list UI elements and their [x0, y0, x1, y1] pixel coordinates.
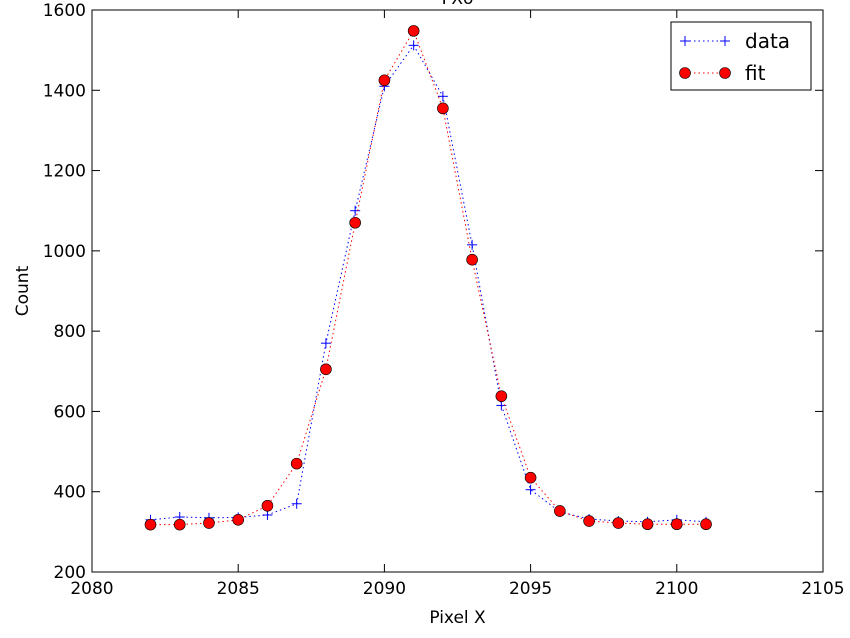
data-point-fit: [495, 390, 508, 402]
data-point-fit: [583, 515, 595, 527]
x-tick-label: 2090: [363, 579, 406, 599]
legend-marker: [679, 67, 691, 79]
plot-frame: [91, 9, 824, 573]
data-point-fit: [524, 471, 537, 484]
y-tick-label: 800: [54, 322, 86, 342]
legend-box: [670, 21, 812, 91]
data-point-fit: [203, 517, 215, 529]
series-line-fit: [150, 29, 706, 526]
chart-title: FXo: [442, 0, 474, 9]
data-point-fit: [349, 216, 361, 229]
series-line-data: [150, 44, 707, 523]
x-axis-label: Pixel X: [429, 608, 486, 628]
data-point-fit: [554, 505, 566, 517]
data-point-fit: [144, 518, 157, 531]
data-point-data: [467, 239, 478, 250]
x-tick-label: 2100: [655, 579, 698, 599]
legend-label: fit: [745, 61, 766, 85]
data-point-data: [350, 205, 361, 216]
data-point-data: [525, 484, 536, 495]
data-point-data: [291, 498, 302, 509]
data-point-fit: [437, 102, 449, 115]
data-point-data: [262, 509, 273, 520]
x-tick-label: 2095: [509, 579, 552, 599]
data-point-fit: [407, 25, 420, 37]
axes: 2080 2085 2090 2095 2100 2105 200 400 600 800 1000…: [43, 1, 845, 599]
y-axis-label: Count: [13, 265, 33, 316]
y-tick-label: 200: [54, 563, 86, 583]
data-point-data: [320, 338, 331, 349]
y-tick-label: 600: [54, 402, 86, 422]
plot-area: [144, 25, 712, 531]
data-point-fit: [466, 253, 478, 266]
data-point-fit: [378, 74, 391, 87]
data-point-fit: [290, 457, 303, 470]
legend-item-data: data: [680, 29, 790, 53]
x-tick-label: 2085: [217, 579, 260, 599]
y-tick-label: 1000: [43, 242, 86, 262]
data-point-fit: [232, 514, 244, 526]
legend-item-fit: fit: [679, 61, 766, 85]
x-tick-label: 2105: [801, 579, 844, 599]
legend-marker: [719, 67, 731, 79]
data-point-data: [437, 91, 448, 102]
chart-text: FXo Pixel X Count: [13, 0, 486, 628]
y-tick-label: 1600: [43, 1, 86, 21]
data-point-fit: [670, 518, 683, 531]
data-point-data: [408, 40, 419, 51]
data-point-fit: [261, 499, 274, 512]
y-tick-label: 1200: [43, 162, 86, 182]
data-point-fit: [173, 518, 186, 531]
legend-label: data: [745, 29, 790, 53]
data-point-fit: [700, 518, 712, 531]
data-point-fit: [320, 363, 332, 376]
data-point-fit: [612, 517, 625, 529]
legend: data fit: [670, 21, 812, 91]
y-tick-label: 1400: [43, 81, 86, 101]
y-tick-label: 400: [54, 483, 86, 503]
data-point-fit: [641, 518, 654, 531]
x-tick-label: 2080: [70, 579, 113, 599]
